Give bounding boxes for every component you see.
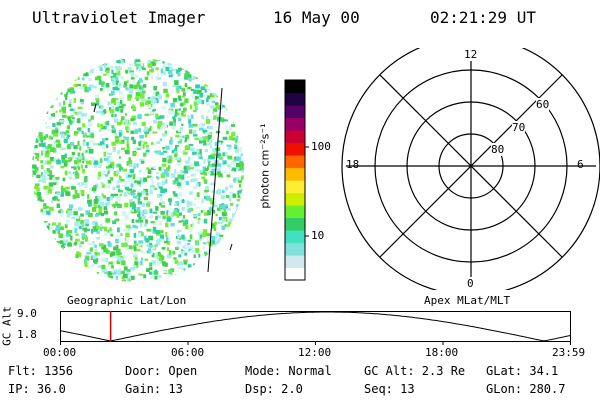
lat-label-70: 70 — [512, 121, 526, 134]
colorbar-band — [285, 105, 305, 119]
colorbar-band — [285, 205, 305, 219]
colorbar-band — [285, 167, 305, 181]
alt-tick-low: 1.8 — [17, 328, 37, 341]
colorbar-label: photon cm⁻²s⁻¹ — [258, 123, 272, 209]
colorbar-tick-100: 100 — [311, 140, 331, 153]
mlt-label-12: 12 — [464, 48, 478, 61]
colorbar-band — [285, 242, 305, 256]
earth-disk — [32, 58, 244, 282]
time-tick-1200: 12:00 — [298, 346, 332, 359]
terminator-line — [207, 87, 223, 273]
polar-ring-50 — [341, 48, 600, 290]
geo-longitude: GLon: 280.7 — [486, 382, 566, 396]
mode-status: Mode: Normal — [245, 364, 332, 378]
polar-grid-plot — [341, 48, 600, 290]
colorbar-band — [285, 267, 305, 281]
date-label: 16 May 00 — [273, 8, 360, 27]
mlt-label-6: 6 — [577, 158, 584, 171]
lat-label-60: 60 — [536, 98, 550, 111]
ip-info: IP: 36.0 — [8, 382, 66, 396]
flight-info: Flt: 1356 — [8, 364, 74, 378]
door-status: Door: Open — [125, 364, 198, 378]
geo-latitude: GLat: 34.1 — [486, 364, 559, 378]
gc-altitude: GC Alt: 2.3 Re — [364, 364, 466, 378]
colorbar-band — [285, 92, 305, 106]
instrument-title: Ultraviolet Imager — [32, 8, 206, 27]
geographic-label: Geographic Lat/Lon — [67, 294, 187, 307]
apex-label: Apex MLat/MLT — [424, 294, 511, 307]
time-label: 02:21:29 UT — [430, 8, 536, 27]
mlt-label-0: 0 — [467, 277, 474, 290]
time-tick-0000: 00:00 — [43, 346, 77, 359]
colorbar-band — [285, 130, 305, 144]
alt-axis-label: GC Alt — [0, 306, 14, 346]
colorbar-band — [285, 217, 305, 231]
colorbar-band — [285, 255, 305, 269]
colorbar-band — [285, 80, 305, 94]
colorbar-band — [285, 142, 305, 156]
colorbar-band — [285, 117, 305, 131]
colorbar-band — [285, 192, 305, 206]
time-tick-0600: 06:00 — [171, 346, 205, 359]
lat-label-80: 80 — [491, 143, 505, 156]
dsp-info: Dsp: 2.0 — [245, 382, 303, 396]
time-tick-1800: 18:00 — [425, 346, 459, 359]
colorbar-band — [285, 180, 305, 194]
mlt-label-18: 18 — [346, 158, 360, 171]
alt-tick-high: 9.0 — [17, 307, 37, 320]
colorbar — [284, 79, 309, 281]
altitude-panel — [60, 311, 571, 345]
time-tick-2359: 23:59 — [552, 346, 586, 359]
colorbar-band — [285, 230, 305, 244]
gain-info: Gain: 13 — [125, 382, 183, 396]
colorbar-band — [285, 155, 305, 169]
colorbar-tick-10: 10 — [311, 229, 325, 242]
sequence-info: Seq: 13 — [364, 382, 415, 396]
